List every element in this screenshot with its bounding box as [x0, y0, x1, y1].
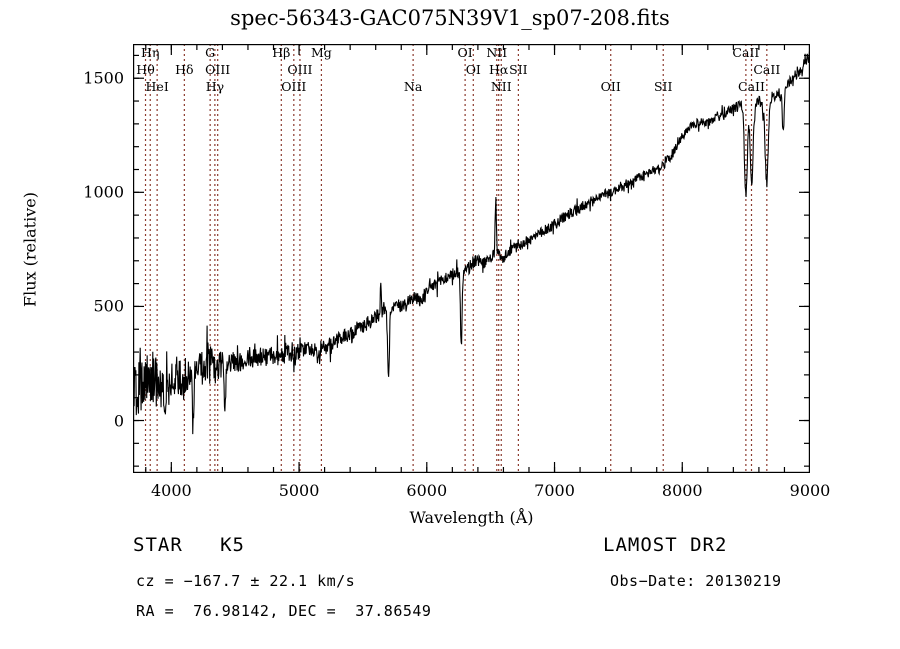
redshift-velocity-label: cz = −167.7 ± 22.1 km/s — [136, 572, 356, 590]
spectral-line-label: OI — [457, 45, 473, 60]
spectral-line-label: OII — [600, 79, 621, 94]
x-tick-label: 8000 — [661, 481, 703, 500]
spectral-line-label: SII — [509, 62, 528, 77]
y-tick-label: 1500 — [83, 68, 124, 88]
axis-ticks — [133, 44, 810, 473]
spectral-line-label: OIII — [287, 62, 313, 77]
spectrum-trace — [133, 51, 810, 435]
y-tick-label: 1000 — [83, 182, 124, 202]
y-tick-label: 0 — [113, 411, 124, 431]
spectral-line-label: NII — [490, 79, 512, 94]
spectral-line-label: HeI — [145, 79, 169, 94]
spectral-line-label: Hγ — [205, 79, 225, 94]
spectral-line-label: Hθ — [136, 62, 155, 77]
page-title: spec-56343-GAC075N39V1_sp07-208.fits — [230, 6, 670, 30]
spectral-line-label: SII — [653, 79, 673, 94]
survey-label: LAMOST DR2 — [603, 534, 728, 556]
spectral-line-label: NII — [486, 45, 508, 60]
spectral-line-label: CaII — [732, 45, 760, 60]
spectral-line-label: Mg — [311, 45, 332, 60]
x-tick-label: 7000 — [534, 481, 575, 500]
spectrum-svg — [133, 44, 810, 473]
spectral-line-label: Hδ — [175, 62, 194, 77]
axis-frame — [133, 44, 810, 473]
obs-date-label: Obs−Date: 20130219 — [610, 572, 782, 590]
x-tick-label: 6000 — [406, 481, 448, 500]
spectral-line-label: G — [205, 45, 216, 60]
x-tick-label: 4000 — [150, 481, 192, 500]
spectral-line-label: OIII — [281, 79, 307, 94]
chart-plot-area — [133, 44, 810, 473]
spectral-line-label: OI — [465, 62, 481, 77]
x-axis-title: Wavelength (Å) — [409, 508, 534, 527]
y-axis-title: Flux (relative) — [20, 192, 40, 307]
line-markers — [144, 44, 768, 473]
x-tick-label: 5000 — [278, 481, 320, 500]
spectral-line-label: Hα — [489, 62, 509, 77]
spectral-line-label: Hη — [141, 45, 160, 60]
spectral-line-label: Na — [403, 79, 423, 94]
x-tick-label: 9000 — [789, 481, 831, 500]
spectral-line-label: Hβ — [272, 45, 291, 60]
object-type-label: STAR K5 — [133, 534, 245, 556]
y-tick-label: 500 — [93, 296, 124, 316]
coordinates-label: RA = 76.98142, DEC = 37.86549 — [136, 602, 432, 620]
spectral-line-label: CaII — [738, 79, 765, 94]
spectral-line-label: OIII — [205, 62, 231, 77]
spectral-line-label: CaII — [753, 62, 781, 77]
